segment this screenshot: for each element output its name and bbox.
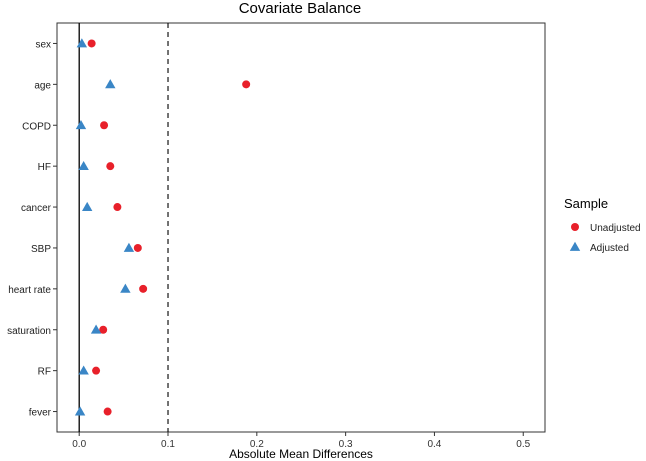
adjusted-point [75, 120, 87, 130]
legend-unadjusted-label: Unadjusted [590, 223, 641, 234]
reference-lines [78, 23, 169, 432]
legend-unadjusted-marker [571, 223, 579, 231]
adjusted-point [78, 365, 89, 375]
adjusted-point [78, 160, 89, 171]
x-tick-label: 0.1 [161, 439, 175, 450]
unadjusted-point [99, 325, 108, 334]
y-tick-label: RF [38, 367, 51, 378]
adjusted-point [105, 79, 116, 89]
adjusted-point [123, 242, 135, 252]
legend-title: Sample [564, 196, 608, 211]
unadjusted-point [113, 203, 122, 212]
legend-adjusted-label: Adjusted [590, 243, 629, 254]
y-tick-label: sex [35, 39, 51, 50]
y-tick-label: saturation [7, 326, 51, 337]
unadjusted-point [92, 366, 101, 375]
y-tick-label: fever [29, 408, 52, 419]
unadjusted-point [103, 407, 112, 416]
unadjusted-point [133, 243, 142, 252]
unadjusted-point [87, 39, 96, 48]
adjusted-point [81, 201, 93, 211]
y-tick-label: age [34, 80, 51, 91]
data-points [74, 38, 251, 416]
x-tick-label: 0.2 [250, 439, 264, 450]
adjusted-point [90, 324, 102, 334]
x-tick-label: 0.0 [72, 439, 86, 450]
chart-title: Covariate Balance [239, 0, 362, 17]
x-tick-label: 0.5 [516, 439, 530, 450]
y-tick-label: COPD [22, 121, 51, 132]
unadjusted-point [139, 284, 148, 293]
unadjusted-point [100, 121, 109, 130]
y-tick-label: HF [38, 162, 51, 173]
y-tick-label: SBP [31, 244, 51, 255]
x-axis: 0.0 0.1 0.2 0.3 0.4 0.5 [72, 432, 531, 450]
x-axis-label: Absolute Mean Differences [229, 447, 373, 461]
legend-items: Unadjusted Adjusted [569, 223, 641, 254]
legend: Sample Unadjusted Adjusted [564, 196, 641, 254]
adjusted-point [76, 38, 88, 48]
unadjusted-point [106, 162, 115, 171]
plot-panel [56, 22, 546, 433]
y-axis: sex age COPD HF cancer SBP heart rate saturatio… [7, 39, 57, 419]
y-tick-label: heart rate [8, 285, 51, 296]
x-tick-label: 0.3 [339, 439, 353, 450]
y-tick-label: cancer [21, 203, 52, 214]
unadjusted-point [242, 80, 251, 89]
adjusted-point [120, 283, 131, 293]
x-tick-label: 0.4 [427, 439, 441, 450]
legend-adjusted-marker [569, 241, 581, 251]
adjusted-point [74, 406, 86, 416]
